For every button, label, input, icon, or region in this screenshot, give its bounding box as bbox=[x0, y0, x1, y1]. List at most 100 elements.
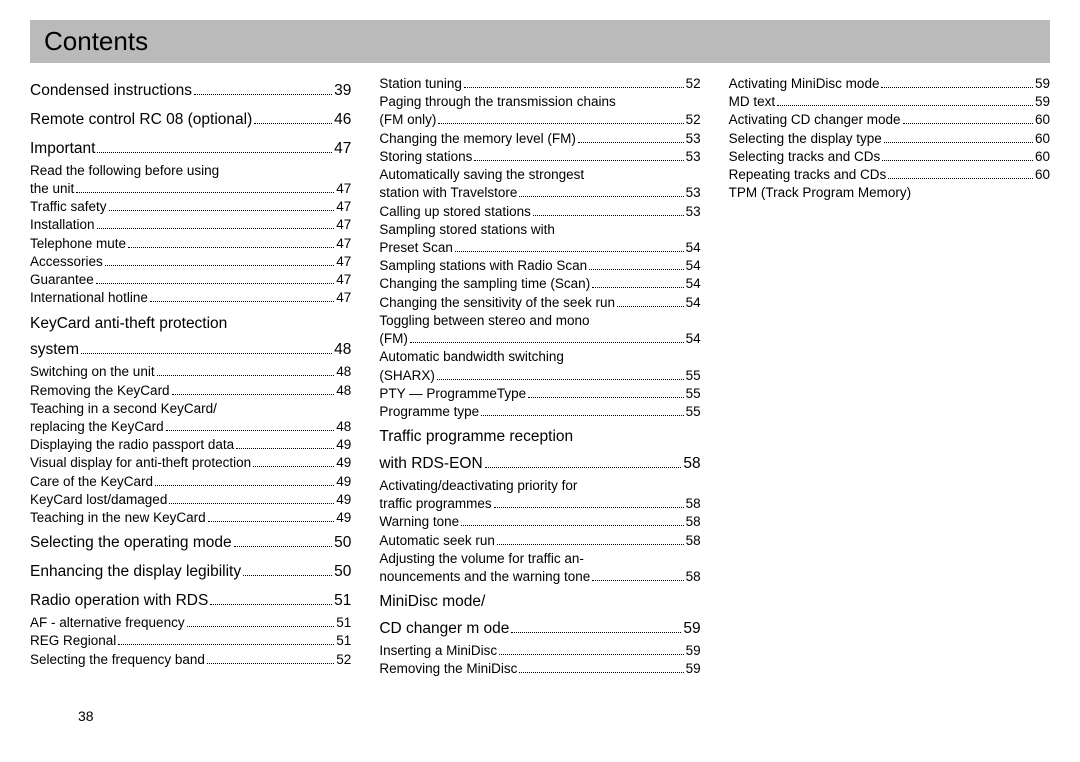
toc-entry-label: Automatic seek run bbox=[379, 532, 495, 550]
toc-entry-label: with RDS-EON bbox=[379, 454, 482, 475]
toc-entry-continuation: Sampling stored stations with bbox=[379, 221, 700, 239]
toc-section-entry: Enhancing the display legibility50 bbox=[30, 562, 351, 583]
toc-leader-dots bbox=[511, 632, 681, 633]
toc-entry-label: PTY — ProgrammeType bbox=[379, 385, 526, 403]
toc-entry-page: 53 bbox=[686, 130, 701, 148]
toc-leader-dots bbox=[172, 394, 335, 395]
toc-entry-page: 53 bbox=[686, 148, 701, 166]
toc-entry-label: traffic programmes bbox=[379, 495, 491, 513]
page-number: 38 bbox=[78, 708, 94, 724]
toc-entry-label: CD changer m ode bbox=[379, 619, 509, 640]
toc-leader-dots bbox=[464, 87, 684, 88]
toc-entry-page: 47 bbox=[336, 198, 351, 216]
toc-section-entry: Condensed instructions39 bbox=[30, 81, 351, 102]
toc-entry-label: Station tuning bbox=[379, 75, 462, 93]
toc-entry-label: the unit bbox=[30, 180, 74, 198]
toc-entry-page: 52 bbox=[336, 651, 351, 669]
toc-entry-label: Activating CD changer mode bbox=[729, 111, 901, 129]
toc-sub-entry: PTY — ProgrammeType55 bbox=[379, 385, 700, 403]
toc-entry-label: REG Regional bbox=[30, 632, 116, 650]
toc-sub-entry: Activating CD changer mode60 bbox=[729, 111, 1050, 129]
toc-leader-dots bbox=[592, 287, 683, 288]
toc-leader-dots bbox=[128, 247, 334, 248]
toc-leader-dots bbox=[236, 448, 334, 449]
toc-entry-page: 60 bbox=[1035, 166, 1050, 184]
toc-entry-label: Accessories bbox=[30, 253, 103, 271]
toc-entry-label: Sampling stations with Radio Scan bbox=[379, 257, 587, 275]
toc-entry-label: Preset Scan bbox=[379, 239, 453, 257]
toc-sub-entry: MD text 59 bbox=[729, 93, 1050, 111]
toc-leader-dots bbox=[589, 269, 683, 270]
toc-leader-dots bbox=[234, 546, 332, 547]
toc-leader-dots bbox=[481, 415, 684, 416]
toc-entry-page: 58 bbox=[686, 532, 701, 550]
toc-entry-page: 54 bbox=[686, 257, 701, 275]
toc-leader-dots bbox=[438, 123, 683, 124]
toc-entry-label: Enhancing the display legibility bbox=[30, 562, 241, 583]
toc-entry-label: system bbox=[30, 340, 79, 361]
toc-sub-entry: the unit47 bbox=[30, 180, 351, 198]
toc-sub-entry: Teaching in the new KeyCard49 bbox=[30, 509, 351, 527]
toc-entry-page: 51 bbox=[336, 614, 351, 632]
toc-leader-dots bbox=[499, 654, 684, 655]
toc-sub-entry: Installation47 bbox=[30, 216, 351, 234]
toc-entry-page: 59 bbox=[1035, 93, 1050, 111]
toc-sub-entry: Warning tone58 bbox=[379, 513, 700, 531]
toc-entry-page: 54 bbox=[686, 275, 701, 293]
toc-entry-label: KeyCard lost/damaged bbox=[30, 491, 167, 509]
toc-leader-dots bbox=[461, 525, 684, 526]
toc-sub-entry: Telephone mute47 bbox=[30, 235, 351, 253]
toc-entry-page: 55 bbox=[686, 403, 701, 421]
toc-entry-continuation: Paging through the transmission chains bbox=[379, 93, 700, 111]
toc-leader-dots bbox=[169, 503, 334, 504]
toc-entry-label: Displaying the radio passport data bbox=[30, 436, 234, 454]
toc-entry-label: Selecting the operating mode bbox=[30, 533, 232, 554]
toc-leader-dots bbox=[243, 575, 332, 576]
contents-heading: Contents bbox=[44, 26, 1036, 57]
toc-entry-page: 51 bbox=[334, 591, 351, 612]
toc-entry-label: (FM) bbox=[379, 330, 407, 348]
toc-leader-dots bbox=[455, 251, 684, 252]
toc-sub-entry: (SHARX)55 bbox=[379, 367, 700, 385]
toc-leader-dots bbox=[96, 283, 335, 284]
toc-leader-dots bbox=[497, 544, 684, 545]
toc-entry-page: 47 bbox=[336, 289, 351, 307]
toc-sub-entry: Removing the KeyCard48 bbox=[30, 382, 351, 400]
toc-sub-entry: nouncements and the warning tone58 bbox=[379, 568, 700, 586]
toc-leader-dots bbox=[254, 123, 332, 124]
toc-entry-label: Switching on the unit bbox=[30, 363, 155, 381]
toc-leader-dots bbox=[109, 210, 335, 211]
toc-sub-entry: Care of the KeyCard49 bbox=[30, 473, 351, 491]
toc-column-3: Activating MiniDisc mode59MD text59Activ… bbox=[729, 75, 1050, 715]
toc-sub-entry: Programme type55 bbox=[379, 403, 700, 421]
toc-sub-entry: Changing the memory level (FM)53 bbox=[379, 130, 700, 148]
toc-leader-dots bbox=[519, 672, 683, 673]
toc-entry-page: 48 bbox=[336, 363, 351, 381]
toc-leader-dots bbox=[253, 466, 334, 467]
toc-sub-entry: (FM only)52 bbox=[379, 111, 700, 129]
toc-entry-page: 53 bbox=[686, 184, 701, 202]
toc-leader-dots bbox=[533, 215, 684, 216]
toc-entry-page: 48 bbox=[334, 340, 351, 361]
toc-leader-dots bbox=[519, 196, 683, 197]
toc-entry-label: MD text bbox=[729, 93, 776, 111]
toc-leader-dots bbox=[187, 626, 335, 627]
toc-sub-entry: International hotline47 bbox=[30, 289, 351, 307]
toc-section-entry: Important47 bbox=[30, 139, 351, 160]
toc-sub-entry: Changing the sensitivity of the seek run… bbox=[379, 294, 700, 312]
toc-section-entry: Radio operation with RDS51 bbox=[30, 591, 351, 612]
toc-section-entry: system 48 bbox=[30, 340, 351, 361]
toc-entry-label: Selecting tracks and CDs bbox=[729, 148, 881, 166]
toc-entry-page: 58 bbox=[686, 568, 701, 586]
toc-entry-label: replacing the KeyCard bbox=[30, 418, 164, 436]
toc-leader-dots bbox=[97, 152, 332, 153]
toc-sub-entry: replacing the KeyCard48 bbox=[30, 418, 351, 436]
toc-entry-continuation: Activating/deactivating priority for bbox=[379, 477, 700, 495]
toc-entry-page: 55 bbox=[686, 367, 701, 385]
toc-entry-page: 49 bbox=[336, 454, 351, 472]
toc-leader-dots bbox=[210, 604, 332, 605]
toc-leader-dots bbox=[97, 228, 335, 229]
toc-sub-entry: AF - alternative frequency51 bbox=[30, 614, 351, 632]
toc-sub-entry: Switching on the unit 48 bbox=[30, 363, 351, 381]
toc-section-entry: Selecting the operating mode50 bbox=[30, 533, 351, 554]
